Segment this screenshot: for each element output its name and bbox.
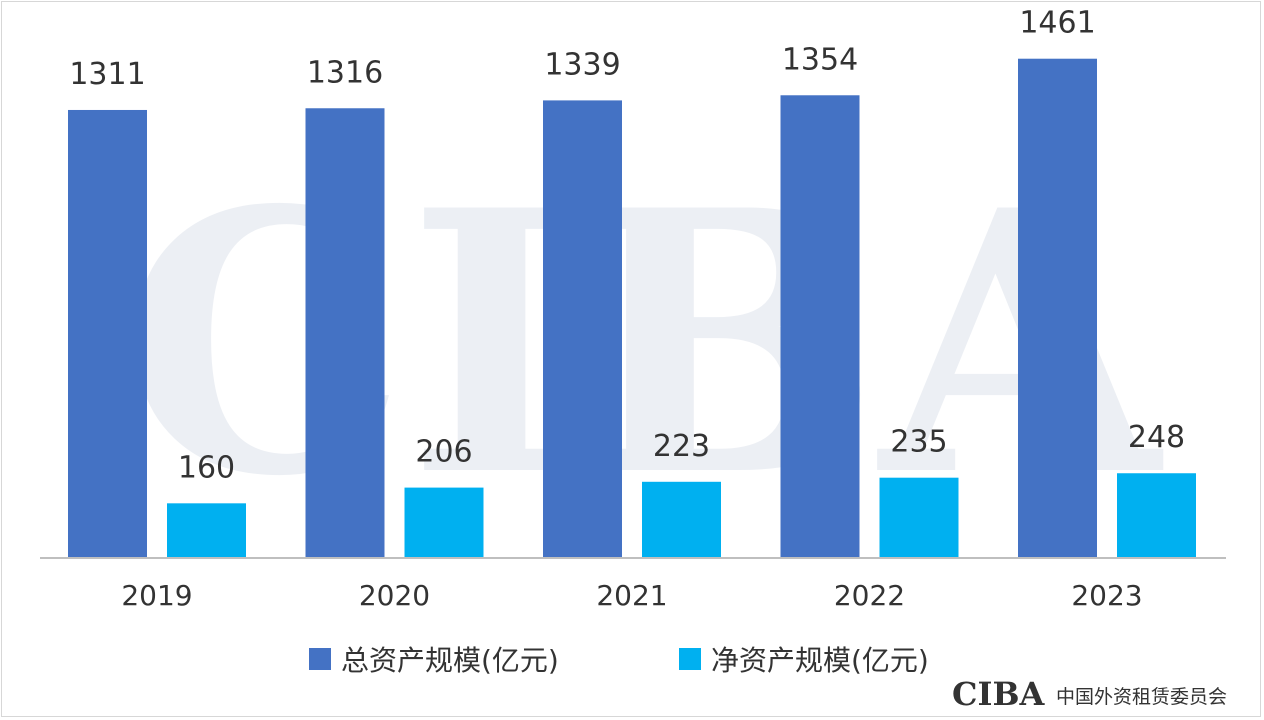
footer-logo: CIBA 中国外资租赁委员会 <box>952 675 1227 713</box>
value-label-2022-series-1: 235 <box>890 425 947 460</box>
legend-label-net-assets: 净资产规模(亿元) <box>711 644 929 677</box>
bar-2021-series-0 <box>543 100 622 559</box>
bar-2022-series-0 <box>780 95 860 558</box>
value-label-2019-series-0: 1311 <box>69 57 145 92</box>
x-tick-labels: 2019 2020 2021 2022 2023 <box>121 579 1142 612</box>
bar-2019-series-0 <box>68 109 147 558</box>
footer-org-name: 中国外资租赁委员会 <box>1056 686 1227 708</box>
value-labels-group: 1311 160 1316 206 1339 223 1354 235 1461 248 <box>69 6 1185 486</box>
value-label-2023-series-1: 248 <box>1128 420 1185 455</box>
x-tick-2021: 2021 <box>596 579 667 612</box>
x-tick-2023: 2023 <box>1071 579 1142 612</box>
legend-swatch-total-assets <box>309 648 331 670</box>
bar-2021-series-1 <box>642 481 721 558</box>
bar-2023-series-0 <box>1018 58 1097 559</box>
legend-swatch-net-assets <box>679 648 701 670</box>
bar-2020-series-0 <box>305 108 385 558</box>
bar-2023-series-1 <box>1117 473 1196 558</box>
legend-label-total-assets: 总资产规模(亿元) <box>341 644 559 677</box>
value-label-2020-series-0: 1316 <box>307 55 383 90</box>
value-label-2021-series-0: 1339 <box>544 47 620 82</box>
bars-group <box>68 58 1196 559</box>
bar-2019-series-1 <box>167 503 246 558</box>
legend: 总资产规模(亿元) 净资产规模(亿元) <box>309 644 929 677</box>
value-label-2022-series-0: 1354 <box>782 42 858 77</box>
footer-logo-mark: CIBA <box>952 675 1045 713</box>
x-tick-2019: 2019 <box>121 579 192 612</box>
value-label-2021-series-1: 223 <box>653 429 710 464</box>
x-tick-2022: 2022 <box>834 579 905 612</box>
value-label-2023-series-0: 1461 <box>1019 6 1095 41</box>
x-tick-2020: 2020 <box>359 579 430 612</box>
value-label-2019-series-1: 160 <box>178 450 235 485</box>
bar-2022-series-1 <box>879 477 959 558</box>
value-label-2020-series-1: 206 <box>415 435 472 470</box>
bar-2020-series-1 <box>404 487 484 558</box>
